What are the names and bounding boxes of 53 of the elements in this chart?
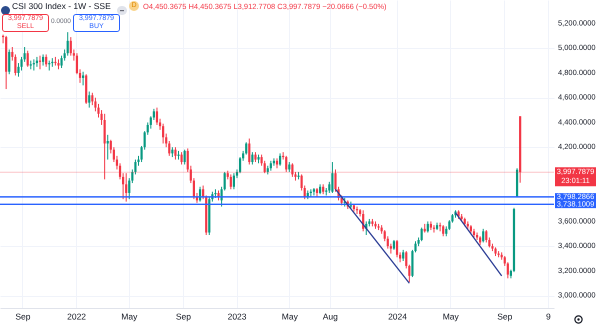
candlestick <box>48 60 50 72</box>
candlestick <box>125 172 128 202</box>
candlestick <box>36 56 38 68</box>
candlestick <box>392 239 396 250</box>
x-tick-label: Sep <box>497 312 513 322</box>
x-tick-label: 9 <box>546 312 551 322</box>
candlestick <box>426 220 429 234</box>
x-tick-label: 2023 <box>228 312 247 322</box>
candlestick <box>291 162 294 178</box>
candlestick <box>45 54 48 68</box>
x-tick-label: 2024 <box>388 312 408 322</box>
candlestick <box>230 174 232 190</box>
candlestick <box>180 152 183 166</box>
candlestick <box>171 146 174 158</box>
candlestick <box>442 224 444 237</box>
candlestick <box>106 134 109 160</box>
candlestick <box>38 55 42 70</box>
candlestick <box>8 48 10 75</box>
candlestick <box>482 228 484 243</box>
x-tick-label: Aug <box>322 312 338 322</box>
candlestick <box>104 113 106 180</box>
x-tick-label: May <box>282 312 299 322</box>
candlestick <box>251 152 254 166</box>
candlestick <box>331 162 334 194</box>
candlestick <box>288 162 290 172</box>
candlestick <box>184 149 186 166</box>
candlestick <box>402 249 404 262</box>
candlestick <box>232 172 236 190</box>
x-tick-label: May <box>121 312 138 322</box>
candlestick <box>270 160 272 172</box>
x-tick-label: Sep <box>176 312 192 322</box>
candlestick <box>26 50 29 68</box>
x-tick-label: May <box>442 312 460 322</box>
candlestick <box>30 60 32 70</box>
candlestick <box>254 152 257 163</box>
candlestick <box>51 58 54 68</box>
x-tick-label: Sep <box>15 312 31 322</box>
candlestick <box>70 36 72 56</box>
x-tick-label: 2022 <box>67 312 86 322</box>
candlestick <box>42 54 44 66</box>
candlestick <box>248 138 250 166</box>
candlestick <box>285 155 288 172</box>
candlestick <box>396 239 398 258</box>
candlestick <box>362 210 364 232</box>
chart-title: CSI 300 Index - 1W - SSE <box>12 1 111 12</box>
candlestick <box>66 32 69 56</box>
candlestick <box>322 184 324 195</box>
candlestick <box>57 58 60 70</box>
candlestick <box>420 227 423 242</box>
candlestick <box>88 91 90 108</box>
candlestick <box>174 146 177 160</box>
candlestick <box>32 58 35 72</box>
candlestick <box>82 71 84 86</box>
